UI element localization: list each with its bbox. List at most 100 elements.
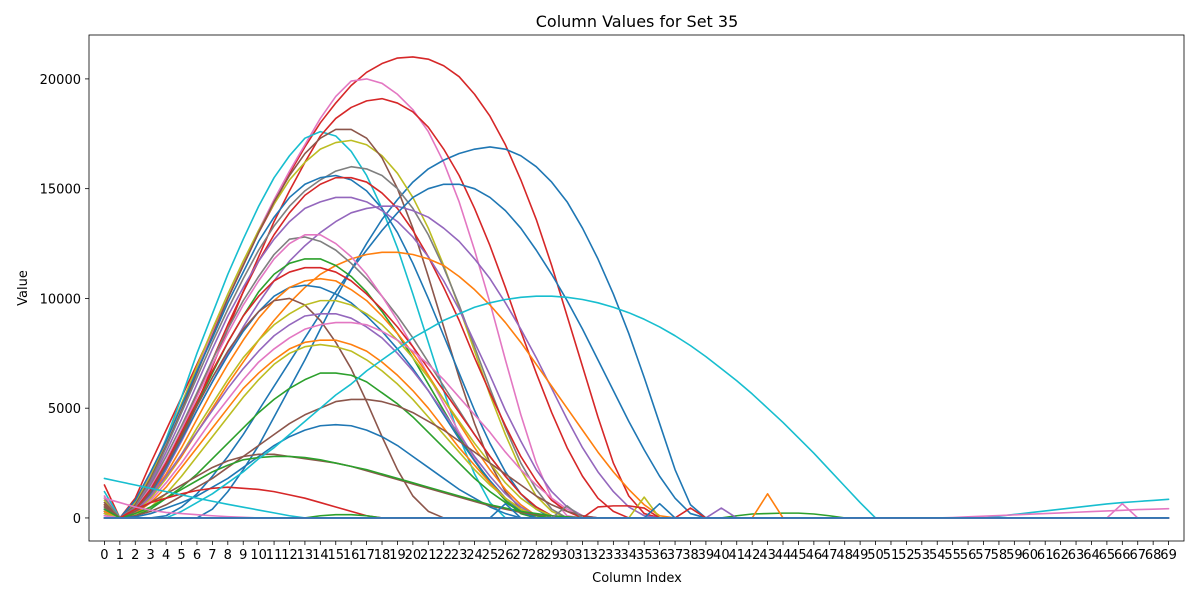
x-tick-label: 6 xyxy=(193,548,201,563)
x-tick-label: 21 xyxy=(420,548,437,563)
series-line-41 xyxy=(103,507,1170,519)
x-tick-label: 45 xyxy=(790,548,807,563)
series-line-23 xyxy=(103,312,553,519)
x-tick-label: 24 xyxy=(466,548,483,563)
x-tick-label: 51 xyxy=(883,548,900,563)
series-line-11 xyxy=(103,196,599,519)
x-tick-label: 35 xyxy=(636,548,653,563)
x-tick-label: 9 xyxy=(239,548,247,563)
x-tick-label: 33 xyxy=(605,548,622,563)
x-tick-label: 19 xyxy=(389,548,406,563)
series-line-34 xyxy=(103,295,1170,519)
series-line-18 xyxy=(103,266,568,519)
series-line-8 xyxy=(103,165,568,519)
series-line-6 xyxy=(103,139,568,519)
x-tick-label: 64 xyxy=(1083,548,1100,563)
x-tick-label: 63 xyxy=(1068,548,1085,563)
x-tick-label: 12 xyxy=(281,548,298,563)
x-tick-label: 10 xyxy=(250,548,267,563)
x-tick-label: 32 xyxy=(590,548,607,563)
x-tick-label: 48 xyxy=(836,548,853,563)
x-tick-label: 36 xyxy=(651,548,668,563)
x-tick-label: 7 xyxy=(208,548,216,563)
x-tick-label: 1 xyxy=(116,548,124,563)
x-tick-label: 16 xyxy=(343,548,360,563)
x-tick-label: 34 xyxy=(621,548,638,563)
chart-title: Column Values for Set 35 xyxy=(536,12,739,31)
series-line-1 xyxy=(103,56,661,519)
series-line-21 xyxy=(103,297,445,519)
x-tick-label: 58 xyxy=(991,548,1008,563)
x-tick-label: 13 xyxy=(297,548,314,563)
x-tick-label: 14 xyxy=(312,548,329,563)
series-line-10 xyxy=(103,176,584,519)
series-line-9 xyxy=(103,174,553,519)
x-tick-label: 66 xyxy=(1114,548,1131,563)
x-tick-label: 55 xyxy=(944,548,961,563)
x-tick-label: 8 xyxy=(224,548,232,563)
x-tick-label: 69 xyxy=(1160,548,1177,563)
x-tick-label: 39 xyxy=(698,548,715,563)
x-axis: 0 1 2 3 4 5 6 7 8 9 101112131415161718192021222324… xyxy=(100,541,1177,563)
x-tick-label: 22 xyxy=(435,548,452,563)
series-line-32 xyxy=(103,486,383,519)
x-tick-label: 29 xyxy=(543,548,560,563)
x-tick-label: 38 xyxy=(682,548,699,563)
series-line-20 xyxy=(103,277,553,519)
x-tick-label: 18 xyxy=(374,548,391,563)
x-tick-label: 3 xyxy=(147,548,155,563)
x-tick-label: 67 xyxy=(1129,548,1146,563)
x-tick-label: 65 xyxy=(1099,548,1116,563)
x-tick-label: 0 xyxy=(100,548,108,563)
y-axis-label: Value xyxy=(16,270,31,306)
x-tick-label: 27 xyxy=(513,548,530,563)
series-line-27 xyxy=(103,372,553,519)
x-tick-label: 25 xyxy=(482,548,499,563)
series-line-29 xyxy=(103,423,522,519)
plot-frame xyxy=(88,34,1185,542)
x-tick-label: 31 xyxy=(574,548,591,563)
y-tick-label: 0 xyxy=(73,512,81,527)
x-tick-label: 40 xyxy=(713,548,730,563)
x-tick-label: 49 xyxy=(852,548,869,563)
series-layer xyxy=(103,56,1170,519)
x-tick-label: 5 xyxy=(177,548,185,563)
x-tick-label: 42 xyxy=(744,548,761,563)
series-line-24 xyxy=(103,321,599,519)
x-tick-label: 56 xyxy=(960,548,977,563)
x-tick-label: 26 xyxy=(497,548,514,563)
x-tick-label: 60 xyxy=(1022,548,1039,563)
y-tick-label: 5000 xyxy=(48,402,81,417)
y-tick-label: 20000 xyxy=(40,73,81,88)
series-line-31 xyxy=(103,455,584,519)
series-line-25 xyxy=(103,339,553,519)
x-tick-label: 43 xyxy=(759,548,776,563)
x-tick-label: 30 xyxy=(559,548,576,563)
x-tick-label: 23 xyxy=(451,548,468,563)
x-tick-label: 54 xyxy=(929,548,946,563)
x-tick-label: 46 xyxy=(806,548,823,563)
series-line-13 xyxy=(103,183,707,519)
x-tick-label: 61 xyxy=(1037,548,1054,563)
x-tick-label: 53 xyxy=(914,548,931,563)
series-line-4 xyxy=(103,146,707,519)
x-tick-label: 50 xyxy=(867,548,884,563)
x-tick-label: 68 xyxy=(1145,548,1162,563)
x-tick-label: 57 xyxy=(975,548,992,563)
x-tick-label: 37 xyxy=(667,548,684,563)
x-axis-label: Column Index xyxy=(592,571,682,586)
series-line-7 xyxy=(103,128,538,519)
y-tick-label: 15000 xyxy=(40,183,81,198)
x-tick-label: 4 xyxy=(162,548,170,563)
x-tick-label: 11 xyxy=(266,548,283,563)
y-tick-label: 10000 xyxy=(40,292,81,307)
x-tick-label: 44 xyxy=(775,548,792,563)
y-axis: 0 5000 10000 15000 20000 xyxy=(40,73,89,527)
x-tick-label: 52 xyxy=(898,548,915,563)
series-line-26 xyxy=(103,343,553,519)
x-tick-label: 15 xyxy=(327,548,344,563)
x-tick-label: 17 xyxy=(358,548,375,563)
x-tick-label: 28 xyxy=(528,548,545,563)
x-tick-label: 62 xyxy=(1052,548,1069,563)
